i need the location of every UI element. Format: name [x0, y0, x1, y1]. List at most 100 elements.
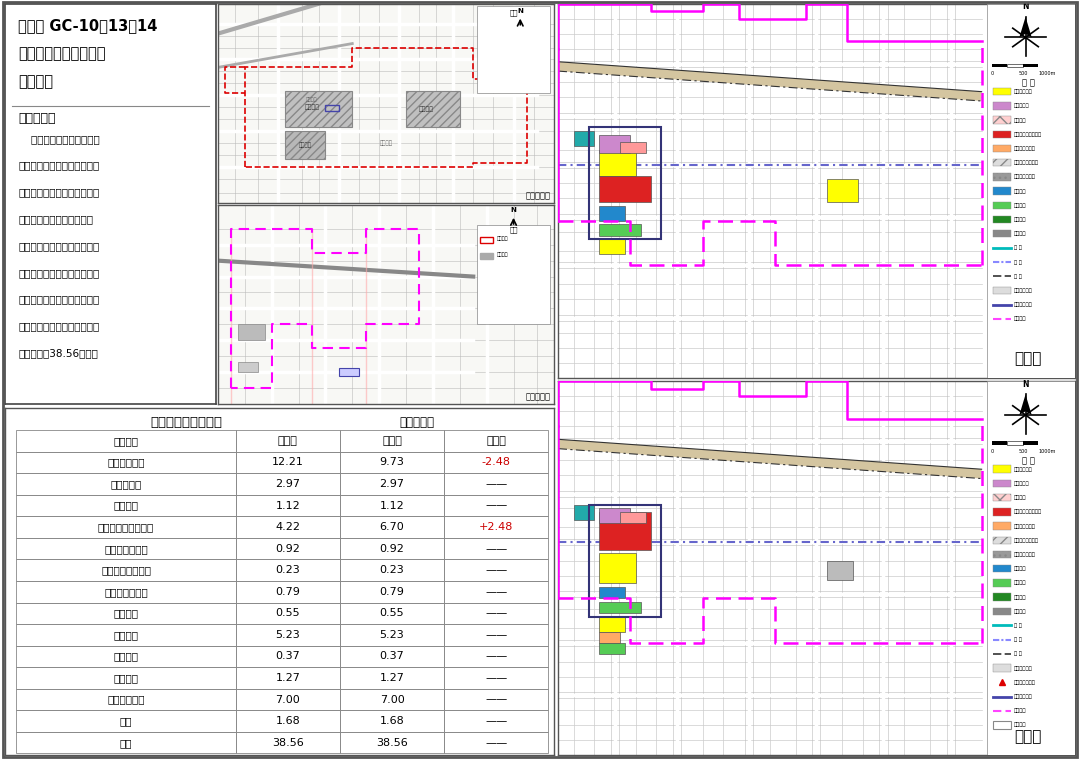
- Bar: [444, 624, 549, 646]
- Text: ——: ——: [485, 587, 508, 597]
- Text: 世纪大道: 世纪大道: [379, 140, 392, 146]
- Bar: [238, 324, 265, 340]
- Text: 中小学用地: 中小学用地: [1014, 103, 1029, 109]
- Bar: [599, 176, 651, 202]
- Text: 2.97: 2.97: [379, 479, 405, 489]
- Text: 重要轨道交通: 重要轨道交通: [1014, 302, 1032, 307]
- Text: 加油加气站用地: 加油加气站用地: [104, 543, 148, 554]
- Bar: [235, 732, 340, 754]
- Text: -2.48: -2.48: [482, 458, 511, 468]
- Text: 地块区位：: 地块区位：: [18, 112, 55, 124]
- Bar: [235, 430, 340, 452]
- Text: 500: 500: [1018, 449, 1028, 454]
- Text: 5.23: 5.23: [380, 630, 404, 640]
- Text: 0.79: 0.79: [275, 587, 300, 597]
- Bar: [993, 145, 1011, 153]
- Text: 地块位于平安西路北、廉西大: 地块位于平安西路北、廉西大: [18, 268, 99, 278]
- Text: 公园绿地: 公园绿地: [113, 630, 138, 640]
- Text: 通信用地: 通信用地: [113, 609, 138, 619]
- Text: 水 域: 水 域: [1014, 623, 1022, 628]
- Bar: [235, 474, 340, 495]
- Bar: [340, 710, 444, 732]
- Bar: [558, 381, 982, 755]
- Bar: [340, 474, 444, 495]
- Text: 北、富强街西；通信用地置换: 北、富强街西；通信用地置换: [18, 241, 99, 251]
- Text: 6.70: 6.70: [380, 522, 404, 532]
- Text: 城市轨道交通用地: 城市轨道交通用地: [1014, 160, 1039, 165]
- Text: 二类居住用地: 二类居住用地: [1014, 89, 1032, 94]
- Text: 富强单元: 富强单元: [419, 106, 434, 112]
- Text: 防护绿地: 防护绿地: [1014, 217, 1026, 222]
- Text: 规划边界: 规划边界: [1014, 317, 1026, 322]
- Text: 社会停车场用地: 社会停车场用地: [104, 587, 148, 597]
- Bar: [285, 91, 352, 127]
- Text: 中学置换地块位于双井东路: 中学置换地块位于双井东路: [18, 214, 93, 224]
- Bar: [235, 516, 340, 538]
- Bar: [993, 230, 1011, 238]
- Text: 重要轨道交通: 重要轨道交通: [1014, 694, 1032, 699]
- Bar: [339, 368, 359, 376]
- Text: 7.00: 7.00: [275, 694, 300, 704]
- Text: 医院用地: 医院用地: [113, 501, 138, 511]
- Text: 1.12: 1.12: [380, 501, 404, 511]
- Bar: [444, 538, 549, 559]
- Bar: [444, 646, 549, 667]
- Bar: [235, 538, 340, 559]
- Text: 9.73: 9.73: [379, 458, 405, 468]
- Bar: [993, 494, 1011, 502]
- Bar: [235, 452, 340, 474]
- Bar: [1023, 441, 1039, 445]
- Bar: [235, 603, 340, 624]
- Text: 城乡建设用地: 城乡建设用地: [1014, 288, 1032, 293]
- Text: N: N: [1023, 2, 1029, 11]
- Bar: [16, 603, 235, 624]
- Bar: [444, 559, 549, 581]
- Bar: [340, 689, 444, 710]
- Bar: [235, 667, 340, 689]
- Text: 地块区位图: 地块区位图: [526, 393, 551, 402]
- Bar: [476, 6, 551, 93]
- Bar: [993, 116, 1011, 124]
- Text: 商业服务业设施用地: 商业服务业设施用地: [98, 522, 154, 532]
- Bar: [340, 624, 444, 646]
- Text: 城子单元: 城子单元: [305, 105, 320, 110]
- Bar: [599, 602, 640, 613]
- Text: 通信用地: 通信用地: [1014, 566, 1026, 572]
- Text: 0.55: 0.55: [275, 609, 300, 619]
- Text: 1.27: 1.27: [275, 673, 300, 683]
- Text: 1000m: 1000m: [1039, 449, 1056, 454]
- Text: 图 例: 图 例: [1022, 79, 1035, 87]
- Text: 单位：公顷: 单位：公顷: [400, 416, 434, 430]
- Bar: [235, 559, 340, 581]
- Bar: [599, 509, 631, 524]
- Text: 城市轨道交通用地: 城市轨道交通用地: [102, 565, 151, 575]
- Text: 本次维护范围包括四个地: 本次维护范围包括四个地: [18, 134, 99, 143]
- Bar: [599, 206, 625, 221]
- Text: 城市轨道交通用地: 城市轨道交通用地: [1014, 537, 1039, 543]
- Bar: [444, 452, 549, 474]
- Text: 单元位置图: 单元位置图: [526, 191, 551, 200]
- Text: 水域: 水域: [120, 716, 133, 726]
- Text: 规 划: 规 划: [1014, 260, 1022, 265]
- Bar: [589, 505, 661, 617]
- Bar: [235, 646, 340, 667]
- Text: 地块维护内容一览表: 地块维护内容一览表: [150, 416, 222, 430]
- Text: 0.37: 0.37: [380, 651, 404, 661]
- Text: 铁 路: 铁 路: [1014, 274, 1022, 279]
- Bar: [993, 187, 1011, 195]
- Bar: [476, 225, 551, 324]
- Text: +2.48: +2.48: [480, 522, 513, 532]
- Bar: [235, 581, 340, 603]
- Text: 维护后: 维护后: [1014, 729, 1042, 744]
- Bar: [340, 603, 444, 624]
- Bar: [993, 88, 1011, 96]
- Bar: [235, 710, 340, 732]
- Bar: [993, 102, 1011, 109]
- Text: 0.23: 0.23: [380, 565, 404, 575]
- Bar: [285, 131, 325, 159]
- Bar: [340, 495, 444, 516]
- Bar: [340, 538, 444, 559]
- Bar: [573, 505, 594, 520]
- Bar: [987, 381, 1075, 755]
- Bar: [599, 225, 640, 235]
